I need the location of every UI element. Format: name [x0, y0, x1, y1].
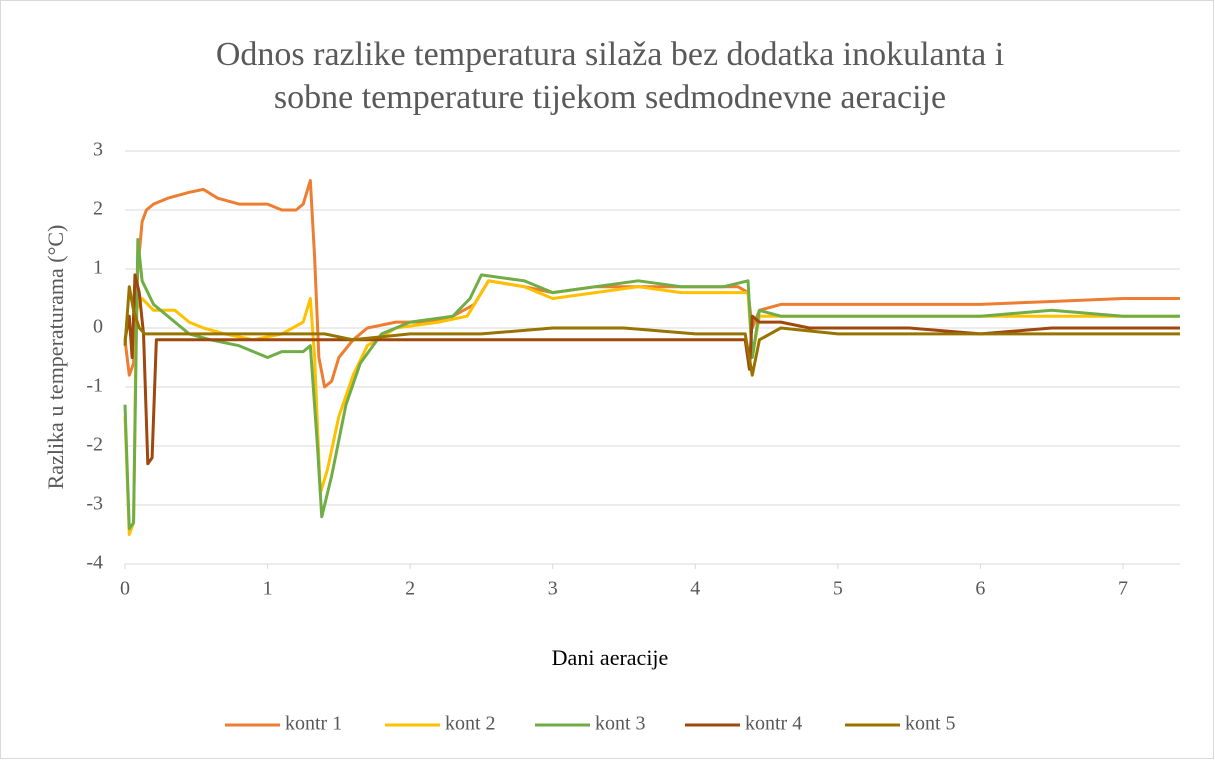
- y-tick-label: -2: [86, 434, 103, 456]
- x-tick-label: 7: [1118, 578, 1128, 600]
- y-tick-label: 3: [93, 139, 103, 161]
- y-tick-label: 2: [93, 198, 103, 220]
- legend-label: kont 5: [905, 713, 956, 735]
- series-line: [123, 285, 1180, 377]
- x-tick-label: 1: [263, 578, 273, 600]
- chart-title: Odnos razlike temperatura silaža bez dod…: [216, 36, 1004, 73]
- x-tick-label: 4: [690, 578, 700, 600]
- x-axis-label: Dani aeracije: [552, 645, 669, 670]
- series-line: [123, 273, 1180, 466]
- x-tick-label: 0: [120, 578, 130, 600]
- legend-label: kontr 1: [285, 713, 342, 735]
- series-line: [123, 238, 1180, 531]
- y-tick-label: -3: [86, 493, 103, 515]
- y-tick-label: 0: [93, 316, 103, 338]
- y-tick-label: 1: [93, 257, 103, 279]
- x-tick-label: 5: [833, 578, 843, 600]
- y-axis-label: Razlika u temperaturama (°C): [43, 225, 68, 490]
- x-tick-label: 3: [548, 578, 558, 600]
- y-tick-label: -4: [86, 552, 103, 574]
- x-tick-label: 6: [975, 578, 985, 600]
- x-tick-label: 2: [405, 578, 415, 600]
- legend-label: kont 3: [595, 713, 646, 735]
- legend-label: kont 2: [445, 713, 496, 735]
- y-tick-label: -1: [86, 375, 103, 397]
- legend-label: kontr 4: [745, 713, 802, 735]
- chart-title: sobne temperature tijekom sedmodnevne ae…: [274, 79, 946, 116]
